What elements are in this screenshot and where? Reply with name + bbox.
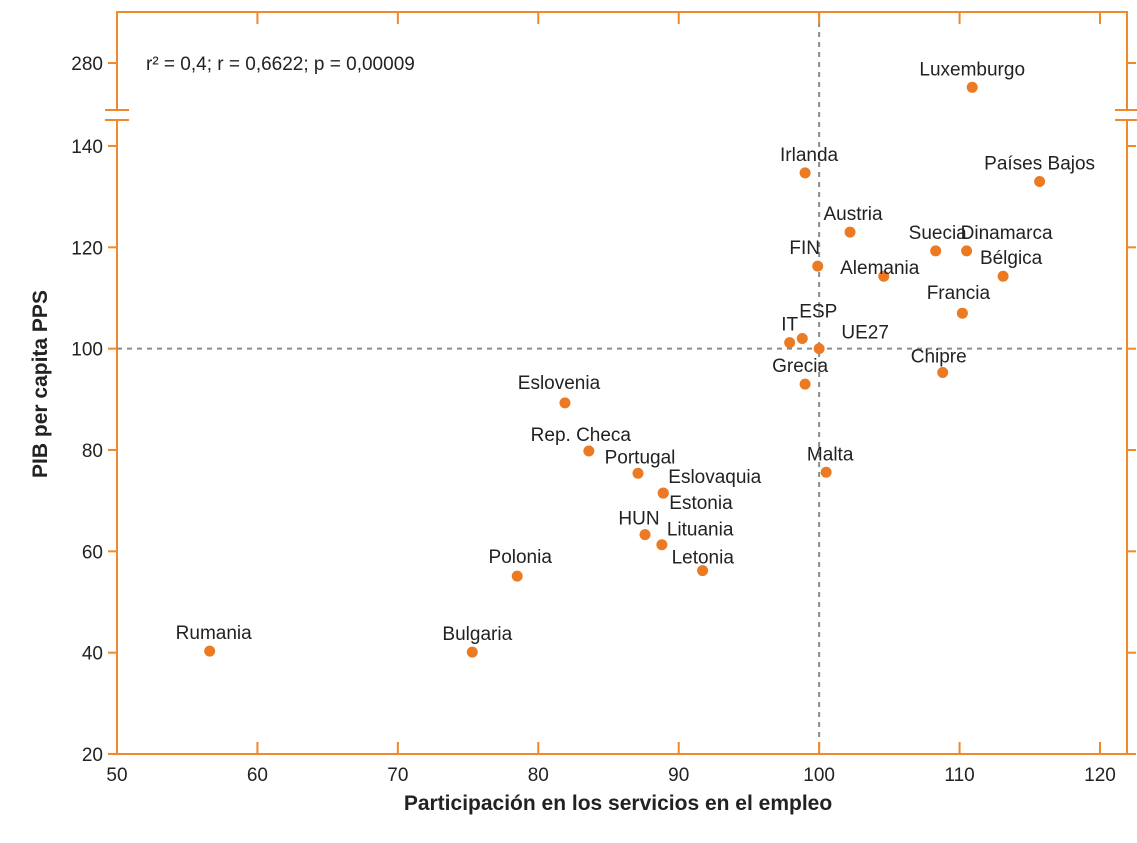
label-bulgaria: Bulgaria <box>442 624 512 645</box>
y-tick-label: 40 <box>82 644 103 665</box>
y-tick-label: 120 <box>71 238 103 259</box>
plot-border <box>116 11 1128 755</box>
y-tick-label: 140 <box>71 137 103 158</box>
label-eslovaquia: Eslovaquia <box>668 467 761 488</box>
point-it <box>784 337 796 349</box>
point-chipre <box>937 366 949 378</box>
point-francia <box>956 307 968 319</box>
label-grecia: Grecia <box>772 356 828 377</box>
label-rep-checa: Rep. Checa <box>531 425 632 446</box>
label-irlanda: Irlanda <box>780 145 839 166</box>
axis-break-gap-left <box>105 110 129 120</box>
y-tick-label: 60 <box>82 542 103 563</box>
label-malta: Malta <box>807 444 854 465</box>
x-tick-label: 70 <box>387 765 408 786</box>
x-tick-label: 80 <box>528 765 549 786</box>
label-polonia: Polonia <box>489 547 553 568</box>
x-tick-label: 50 <box>106 765 127 786</box>
label-it: IT <box>781 315 798 336</box>
label-austria: Austria <box>823 204 883 225</box>
label-estonia: Estonia <box>669 493 733 514</box>
y-tick-label: 100 <box>71 340 103 361</box>
label-eslovenia: Eslovenia <box>518 373 601 394</box>
point-rumania <box>204 645 216 657</box>
axis-break-gap-right <box>1115 110 1137 120</box>
point-austria <box>844 226 856 238</box>
correlation-stats: r² = 0,4; r = 0,6622; p = 0,00009 <box>146 54 415 75</box>
x-tick-label: 110 <box>944 765 974 786</box>
y-tick-label: 280 <box>71 54 103 75</box>
label-francia: Francia <box>927 283 991 304</box>
x-tick-label: 100 <box>803 765 835 786</box>
label-dinamarca: Dinamarca <box>961 223 1053 244</box>
point-letonia <box>697 565 709 577</box>
point-grecia <box>799 378 811 390</box>
point-ue27 <box>813 343 825 355</box>
x-axis-title: Participación en los servicios en el emp… <box>404 792 832 815</box>
point-hun <box>639 529 651 541</box>
point-irlanda <box>799 167 811 179</box>
label-letonia: Letonia <box>672 548 735 569</box>
point-belgica <box>997 270 1009 282</box>
label-belgica: Bélgica <box>980 248 1043 269</box>
point-bulgaria <box>466 646 478 658</box>
point-lituania <box>656 539 668 551</box>
label-ue27: UE27 <box>841 323 889 344</box>
x-axis-ticks: 50 60 70 80 90 100 110 120 <box>106 12 1116 786</box>
y-axis-break <box>105 109 1137 121</box>
point-paises-bajos <box>1034 175 1046 187</box>
point-esp <box>796 333 808 345</box>
y-tick-label: 20 <box>82 745 103 766</box>
x-tick-label: 90 <box>668 765 689 786</box>
label-chipre: Chipre <box>911 346 967 367</box>
label-luxemburgo: Luxemburgo <box>919 59 1025 80</box>
point-estonia <box>657 487 669 499</box>
x-tick-label: 60 <box>247 765 268 786</box>
x-tick-label: 120 <box>1084 765 1116 786</box>
label-suecia: Suecia <box>909 223 968 244</box>
y-axis-title: PIB per capita PPS <box>29 290 52 478</box>
point-fin <box>812 260 824 272</box>
point-polonia <box>511 570 523 582</box>
label-paises-bajos: Países Bajos <box>984 153 1095 174</box>
point-malta <box>820 466 832 478</box>
label-portugal: Portugal <box>605 447 676 468</box>
point-suecia <box>930 245 942 257</box>
y-axis-ticks: 20 40 60 80 100 120 140 280 <box>71 54 1136 766</box>
point-portugal <box>632 467 644 479</box>
point-dinamarca <box>961 245 973 257</box>
point-eslovenia <box>559 397 571 409</box>
reference-lines <box>117 12 1127 754</box>
label-hun: HUN <box>618 509 659 530</box>
label-alemania: Alemania <box>840 258 920 279</box>
label-lituania: Lituania <box>667 520 734 541</box>
label-esp: ESP <box>799 302 837 323</box>
data-labels: Luxemburgo Irlanda Países Bajos Austria Suec… <box>176 59 1095 645</box>
point-rep-checa <box>583 445 595 457</box>
y-tick-label: 80 <box>82 441 103 462</box>
data-points <box>204 81 1046 658</box>
point-luxemburgo <box>966 81 978 93</box>
label-fin: FIN <box>789 238 820 259</box>
plot-frame <box>116 11 1128 755</box>
label-rumania: Rumania <box>176 623 252 644</box>
point-alemania <box>878 270 890 282</box>
